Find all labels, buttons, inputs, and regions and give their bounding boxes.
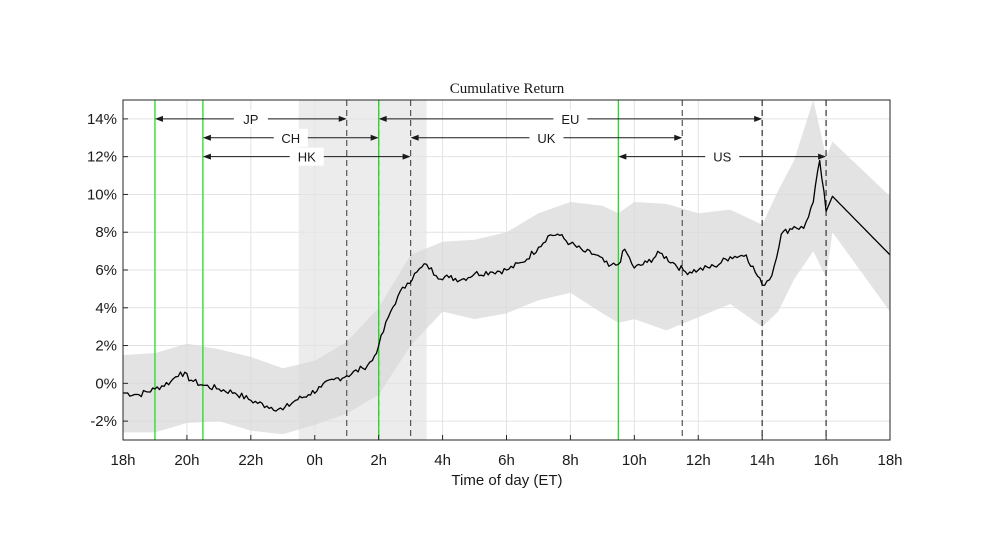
y-axis-ticks: -2% 0% 2% 4% 6% 8% 10% 12% 14% [87,111,128,430]
session-label-bg-uk [529,128,564,147]
x-tick-label-4: 2h [370,452,387,469]
confidence-band [123,100,890,435]
session-arrowhead-right-hk [402,153,411,160]
session-label-eu: EU [561,112,579,127]
session-arrowhead-right-uk [674,134,683,141]
series-layer [122,159,891,412]
session-label-bg-jp [233,109,268,128]
x-tick-label-0: 18h [110,452,135,469]
session-label-bg-eu [553,109,588,128]
x-tick-label-10: 14h [750,452,775,469]
x-tick-label-2: 22h [238,452,263,469]
session-arrowhead-right-eu [754,115,763,122]
x-axis-ticks: 18h 20h 22h 0h 2h 4h 6h 8h 10h 12h 14h 16h 18h [110,435,903,469]
y-tick-label-4: 6% [95,262,117,279]
session-label-us: US [713,150,731,165]
session-arrowhead-right-us [818,153,827,160]
cumulative-return-line-0 [122,159,891,412]
session-arrowhead-left-jp [154,115,163,122]
x-tick-label-9: 12h [686,452,711,469]
y-tick-label-0: -2% [90,413,117,430]
y-tick-label-6: 10% [87,186,117,203]
confidence-band-layer [123,100,890,435]
x-tick-label-7: 8h [562,452,579,469]
x-tick-label-6: 6h [498,452,515,469]
session-label-jp: JP [243,112,258,127]
x-tick-label-3: 0h [306,452,323,469]
x-tick-label-8: 10h [622,452,647,469]
session-arrowhead-left-ch [202,134,211,141]
x-tick-label-11: 16h [814,452,839,469]
y-tick-label-7: 12% [87,149,117,166]
x-tick-label-5: 4h [434,452,451,469]
session-label-bg-us [705,147,740,166]
session-label-hk: HK [298,150,316,165]
session-arrowhead-left-uk [410,134,419,141]
y-tick-label-3: 4% [95,300,117,317]
session-label-bg-hk [289,147,324,166]
session-arrows-layer: JP EU CH UK HK US [154,109,827,166]
y-tick-label-5: 8% [95,224,117,241]
x-tick-label-12: 18h [877,452,902,469]
y-tick-label-2: 2% [95,338,117,355]
session-arrowhead-left-eu [378,115,387,122]
session-arrowhead-right-ch [370,134,379,141]
session-arrowhead-left-us [618,153,627,160]
session-arrowhead-right-jp [338,115,347,122]
session-label-ch: CH [281,131,300,146]
x-tick-label-1: 20h [174,452,199,469]
session-label-bg-ch [273,128,308,147]
session-label-uk: UK [537,131,555,146]
y-tick-label-1: 0% [95,375,117,392]
chart-title: Cumulative Return [450,81,565,97]
session-arrowhead-left-hk [202,153,211,160]
y-tick-label-8: 14% [87,111,117,128]
x-axis-label: Time of day (ET) [451,472,562,489]
